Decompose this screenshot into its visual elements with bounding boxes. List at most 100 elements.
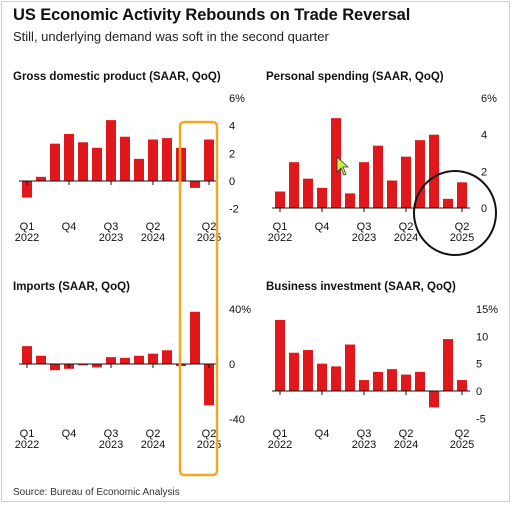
chart-title: Business investment (SAAR, QoQ) [266, 281, 456, 293]
bar [36, 355, 46, 364]
x-tick-label: 2024 [141, 439, 165, 451]
bar [162, 350, 172, 364]
page-subtitle: Still, underlying demand was soft in the… [13, 29, 329, 44]
bar [106, 120, 116, 181]
x-tick-label: 2024 [394, 232, 418, 244]
bar [120, 357, 130, 364]
bar [22, 181, 32, 198]
x-tick-label: 2025 [450, 232, 474, 244]
y-tick-label: 4 [481, 130, 487, 142]
y-tick-label: 0 [476, 386, 482, 398]
bar [190, 181, 200, 188]
chart-panel-2: Personal spending (SAAR, QoQ) 0 2 4 6% Q12022… [266, 71, 497, 244]
bar [415, 140, 425, 208]
x-tick-label: Q4 [315, 428, 330, 440]
x-tick-label: Q2 [202, 221, 217, 233]
bar [78, 142, 88, 181]
bar [190, 311, 200, 364]
chart-panel-4: Business investment (SAAR, QoQ) -5 0 5 10 15%… [266, 281, 498, 451]
bar [22, 346, 32, 364]
chart-title: Gross domestic product (SAAR, QoQ) [13, 71, 221, 83]
bar [373, 145, 383, 208]
bar [387, 369, 397, 391]
bar [106, 357, 116, 364]
x-tick-label: Q3 [104, 428, 119, 440]
bar [204, 139, 214, 181]
bar [457, 380, 467, 391]
bar [303, 350, 313, 391]
bar [373, 371, 383, 391]
bar [134, 158, 144, 181]
x-tick-label: Q1 [273, 221, 288, 233]
bar [50, 364, 60, 371]
bar [415, 371, 425, 391]
bar [148, 353, 158, 364]
x-tick-label: 2023 [99, 439, 123, 451]
y-tick-label: 0 [481, 203, 487, 215]
bar [303, 178, 313, 208]
annotation-circle [413, 170, 497, 256]
bar [359, 380, 369, 391]
bar [331, 366, 341, 391]
x-tick-label: Q2 [146, 221, 161, 233]
y-tick-label: 40% [229, 304, 251, 316]
y-tick-label: 0 [229, 176, 235, 188]
bar [289, 162, 299, 208]
bar [345, 193, 355, 208]
bar [204, 364, 214, 406]
page-title: US Economic Activity Rebounds on Trade R… [13, 6, 411, 24]
x-tick-label: 2024 [141, 232, 165, 244]
bar [36, 176, 46, 181]
x-tick-label: 2022 [15, 232, 39, 244]
bar [429, 134, 439, 208]
mouse-pointer-icon [336, 156, 350, 176]
x-tick-label: Q3 [357, 428, 372, 440]
y-tick-label: 0 [229, 359, 235, 371]
bar [401, 156, 411, 208]
bar [120, 136, 130, 181]
y-tick-label: 6% [481, 93, 497, 105]
x-tick-label: 2024 [394, 439, 418, 451]
bar [457, 182, 467, 208]
x-tick-label: Q1 [20, 221, 35, 233]
y-tick-label: -40 [229, 414, 245, 426]
bar [92, 364, 102, 368]
bar [443, 339, 453, 391]
bar [429, 391, 439, 408]
x-tick-label: Q1 [20, 428, 35, 440]
x-tick-label: 2025 [450, 439, 474, 451]
bar [50, 143, 60, 181]
x-tick-label: Q4 [62, 428, 77, 440]
x-tick-label: Q2 [202, 428, 217, 440]
bar [317, 363, 327, 391]
chart-panel-1: Gross domestic product (SAAR, QoQ) -2 0 2 4 6… [13, 71, 245, 244]
x-tick-label: 2025 [197, 439, 221, 451]
bar [148, 139, 158, 181]
bar [64, 133, 74, 181]
y-tick-label: 4 [229, 121, 235, 133]
bar [275, 319, 285, 391]
bar [78, 364, 88, 366]
bar [345, 344, 355, 391]
highlight-box [178, 120, 219, 477]
chart-title: Imports (SAAR, QoQ) [13, 281, 130, 293]
bar [359, 162, 369, 208]
y-tick-label: -5 [476, 413, 486, 425]
x-tick-label: Q3 [104, 221, 119, 233]
x-tick-label: Q2 [455, 221, 470, 233]
x-tick-label: 2023 [352, 232, 376, 244]
x-tick-label: Q2 [455, 428, 470, 440]
chart-title: Personal spending (SAAR, QoQ) [266, 71, 444, 83]
bar [401, 374, 411, 391]
bar [317, 187, 327, 208]
bar [443, 198, 453, 208]
x-tick-label: Q2 [399, 221, 414, 233]
x-tick-label: Q2 [399, 428, 414, 440]
bar [92, 147, 102, 181]
y-tick-label: 15% [476, 304, 498, 316]
x-tick-label: Q4 [315, 221, 330, 233]
bar [134, 355, 144, 364]
